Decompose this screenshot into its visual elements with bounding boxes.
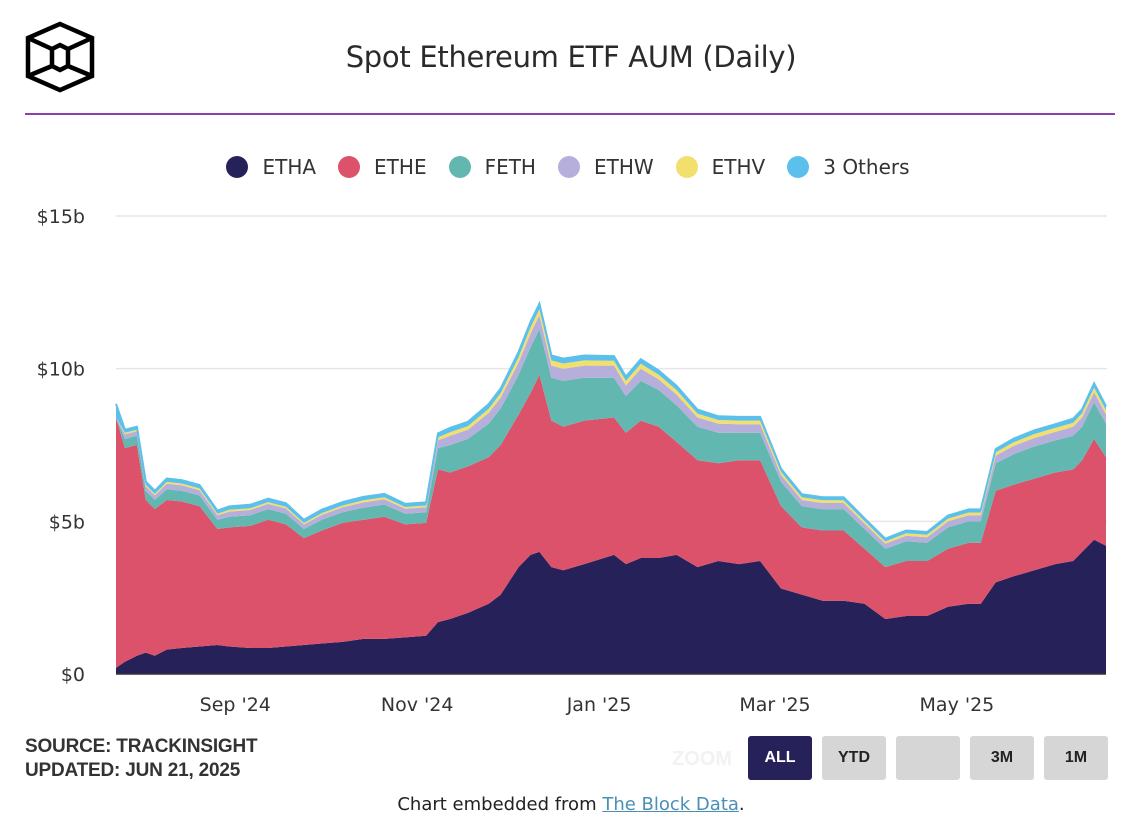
range-button-1m[interactable]: 1M	[1044, 736, 1108, 780]
legend-item-ethw[interactable]: ETHW	[557, 155, 660, 179]
footer-suffix: .	[738, 794, 745, 815]
legend-swatch-icon	[675, 156, 698, 178]
range-selector: ALL YTD 3M 1M	[748, 736, 1108, 780]
legend-label: ETHW	[593, 155, 654, 179]
stacked-area-chart: $0 $5b $10b $15b Sep '24 Nov '24 Jan '25 Mar '…	[37, 206, 1107, 716]
legend-item-ethv[interactable]: ETHV	[675, 155, 772, 179]
legend-label: FETH	[484, 155, 536, 179]
y-tick-label: $5b	[49, 511, 85, 533]
range-button-all[interactable]: ALL	[748, 736, 812, 780]
area-ethe[interactable]	[116, 374, 1106, 668]
total-outline	[115, 300, 1107, 540]
legend-swatch-icon	[338, 156, 361, 178]
the-block-data-link[interactable]: The Block Data	[602, 794, 739, 815]
x-tick-label: Sep '24	[200, 694, 271, 716]
area-etha[interactable]	[116, 539, 1106, 674]
range-button-blank[interactable]	[896, 736, 960, 780]
range-button-3m[interactable]: 3M	[970, 736, 1034, 780]
legend-swatch-icon	[787, 156, 810, 178]
chart-legend: ETHA ETHE FETH ETHW ETHV 3 Others	[0, 155, 1142, 179]
x-tick-label: Nov '24	[381, 694, 454, 716]
y-tick-label: $15b	[37, 206, 85, 228]
legend-label: ETHE	[374, 155, 427, 179]
legend-item-ethe[interactable]: ETHE	[338, 155, 433, 179]
source-label: SOURCE: TRACKINSIGHT	[25, 736, 258, 757]
range-button-ytd[interactable]: YTD	[822, 736, 886, 780]
zoom-label: ZOOM	[672, 748, 732, 770]
source-info: SOURCE: TRACKINSIGHT UPDATED: JUN 21, 20…	[25, 735, 258, 783]
legend-item-others[interactable]: 3 Others	[787, 155, 915, 179]
y-tick-label: $10b	[37, 359, 85, 381]
y-tick-label: $0	[61, 664, 85, 686]
legend-label: 3 Others	[823, 155, 910, 179]
legend-swatch-icon	[448, 156, 471, 178]
legend-label: ETHV	[711, 155, 766, 179]
x-tick-label: Jan '25	[566, 694, 632, 716]
legend-swatch-icon	[226, 156, 249, 178]
the-block-logo-icon	[24, 20, 96, 94]
legend-item-feth[interactable]: FETH	[448, 155, 542, 179]
embed-footer: Chart embedded from The Block Data.	[0, 794, 1142, 815]
legend-item-etha[interactable]: ETHA	[226, 155, 322, 179]
legend-label: ETHA	[262, 155, 317, 179]
updated-label: UPDATED: JUN 21, 2025	[25, 760, 241, 781]
chart-title: Spot Ethereum ETF AUM (Daily)	[345, 40, 797, 74]
legend-swatch-icon	[557, 156, 580, 178]
x-tick-label: May '25	[920, 694, 995, 716]
x-tick-label: Mar '25	[739, 694, 810, 716]
title-divider	[25, 113, 1115, 115]
footer-prefix: Chart embedded from	[397, 794, 603, 815]
